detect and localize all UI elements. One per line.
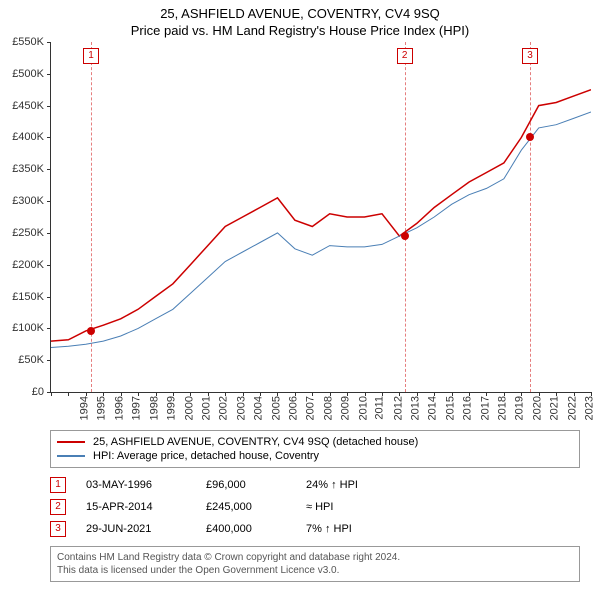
legend-swatch [57, 441, 85, 443]
x-axis-label: 2005 [270, 396, 282, 420]
y-axis-label: £250K [12, 227, 44, 239]
x-axis-label: 2006 [288, 396, 300, 420]
event-marker: 3 [50, 521, 66, 537]
event-row: 3 29-JUN-2021 £400,000 7% ↑ HPI [50, 518, 580, 540]
y-axis-label: £350K [12, 163, 44, 175]
marker-dot [401, 232, 409, 240]
event-date: 15-APR-2014 [86, 501, 186, 513]
x-axis-label: 2007 [305, 396, 317, 420]
x-axis-label: 2011 [374, 396, 386, 420]
event-row: 1 03-MAY-1996 £96,000 24% ↑ HPI [50, 474, 580, 496]
events-table: 1 03-MAY-1996 £96,000 24% ↑ HPI 2 15-APR… [50, 474, 580, 540]
x-axis-label: 2001 [200, 396, 212, 420]
chart-container: 25, ASHFIELD AVENUE, COVENTRY, CV4 9SQ P… [0, 0, 600, 590]
event-row: 2 15-APR-2014 £245,000 ≈ HPI [50, 496, 580, 518]
y-axis-label: £300K [12, 195, 44, 207]
y-axis-label: £0 [32, 386, 44, 398]
x-axis-label: 2014 [427, 396, 439, 420]
marker-box: 1 [83, 48, 99, 64]
x-axis-label: 2009 [340, 396, 352, 420]
marker-box: 2 [397, 48, 413, 64]
x-axis-label: 2010 [357, 396, 369, 420]
y-axis-label: £200K [12, 259, 44, 271]
y-axis-label: £150K [12, 291, 44, 303]
x-axis-label: 2022 [566, 396, 578, 420]
legend-swatch [57, 455, 85, 457]
event-marker: 2 [50, 499, 66, 515]
x-axis-label: 1996 [113, 396, 125, 420]
x-axis-label: 2008 [322, 396, 334, 420]
x-axis-label: 2002 [218, 396, 230, 420]
y-axis-label: £450K [12, 100, 44, 112]
x-axis-label: 1999 [166, 396, 178, 420]
x-axis-label: 1995 [96, 396, 108, 420]
y-axis-label: £400K [12, 131, 44, 143]
x-axis-label: 2020 [531, 396, 543, 420]
chart-title: 25, ASHFIELD AVENUE, COVENTRY, CV4 9SQ [0, 0, 600, 21]
chart-subtitle: Price paid vs. HM Land Registry's House … [0, 21, 600, 42]
event-price: £400,000 [206, 523, 286, 535]
x-axis-label: 1998 [148, 396, 160, 420]
x-axis-label: 2023 [584, 396, 596, 420]
marker-vline [405, 42, 406, 392]
legend-label: 25, ASHFIELD AVENUE, COVENTRY, CV4 9SQ (… [93, 436, 418, 448]
event-hpi: ≈ HPI [306, 501, 396, 513]
footer-line1: Contains HM Land Registry data © Crown c… [57, 551, 573, 564]
x-axis-label: 2016 [462, 396, 474, 420]
footer-attribution: Contains HM Land Registry data © Crown c… [50, 546, 580, 582]
event-hpi: 24% ↑ HPI [306, 479, 396, 491]
legend-label: HPI: Average price, detached house, Cove… [93, 450, 319, 462]
y-axis-label: £50K [18, 354, 44, 366]
x-axis-label: 2013 [409, 396, 421, 420]
event-date: 29-JUN-2021 [86, 523, 186, 535]
x-axis-label: 2015 [444, 396, 456, 420]
legend: 25, ASHFIELD AVENUE, COVENTRY, CV4 9SQ (… [50, 430, 580, 468]
chart-area: 123 £0£50K£100K£150K£200K£250K£300K£350K… [50, 42, 590, 422]
x-axis-label: 2004 [253, 396, 265, 420]
marker-dot [526, 133, 534, 141]
y-axis-label: £500K [12, 68, 44, 80]
x-axis-label: 2021 [549, 396, 561, 420]
plot-region: 1 2 3 [50, 42, 591, 393]
footer-line2: This data is licensed under the Open Gov… [57, 564, 573, 577]
y-axis-label: £550K [12, 36, 44, 48]
series-line [51, 90, 591, 341]
x-axis-label: 2003 [235, 396, 247, 420]
marker-box: 3 [522, 48, 538, 64]
x-axis-label: 2012 [392, 396, 404, 420]
x-axis-label: 2000 [183, 396, 195, 420]
x-axis-label: 2017 [479, 396, 491, 420]
y-axis-label: £100K [12, 322, 44, 334]
marker-dot [87, 327, 95, 335]
x-axis-label: 2019 [514, 396, 526, 420]
x-axis-label: 2018 [497, 396, 509, 420]
x-axis-label: 1997 [131, 396, 143, 420]
legend-item: HPI: Average price, detached house, Cove… [57, 449, 573, 463]
event-hpi: 7% ↑ HPI [306, 523, 396, 535]
event-price: £245,000 [206, 501, 286, 513]
event-marker: 1 [50, 477, 66, 493]
legend-item: 25, ASHFIELD AVENUE, COVENTRY, CV4 9SQ (… [57, 435, 573, 449]
x-axis-label: 1994 [78, 396, 90, 420]
event-date: 03-MAY-1996 [86, 479, 186, 491]
line-svg [51, 42, 591, 392]
event-price: £96,000 [206, 479, 286, 491]
marker-vline [530, 42, 531, 392]
marker-vline [91, 42, 92, 392]
